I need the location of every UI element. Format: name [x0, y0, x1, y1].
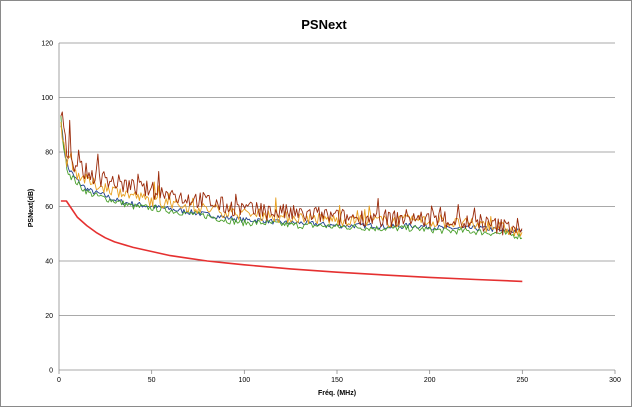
series-line-1: [60, 200, 523, 283]
x-tick-label: 150: [331, 377, 343, 384]
chart-title: PSNext: [301, 17, 347, 32]
series-line-4: [60, 121, 523, 237]
gridlines: [58, 42, 616, 374]
x-tick-label: 250: [516, 377, 528, 384]
y-axis-label: PSNext(dB): [28, 189, 35, 228]
series-lines: [60, 111, 523, 283]
y-tick-label: 40: [45, 259, 53, 266]
y-tick-label: 20: [45, 313, 53, 320]
y-tick-label: 120: [41, 41, 53, 48]
x-tick-label: 100: [238, 377, 250, 384]
series-line-5: [60, 111, 523, 236]
series-line-3: [60, 115, 523, 240]
x-axis-label: Fréq. (MHz): [318, 390, 356, 397]
x-tick-labels: 0 50 100 150 200 250 300: [57, 377, 621, 384]
x-tick-label: 0: [57, 377, 61, 384]
y-tick-label: 80: [45, 150, 53, 157]
y-tick-labels: 0 20 40 60 80 100 120: [41, 41, 53, 375]
y-tick-label: 0: [49, 368, 53, 375]
x-tick-label: 200: [424, 377, 436, 384]
y-tick-label: 60: [45, 204, 53, 211]
x-tick-label: 300: [609, 377, 621, 384]
x-tick-label: 50: [148, 377, 156, 384]
y-tick-label: 100: [41, 95, 53, 102]
